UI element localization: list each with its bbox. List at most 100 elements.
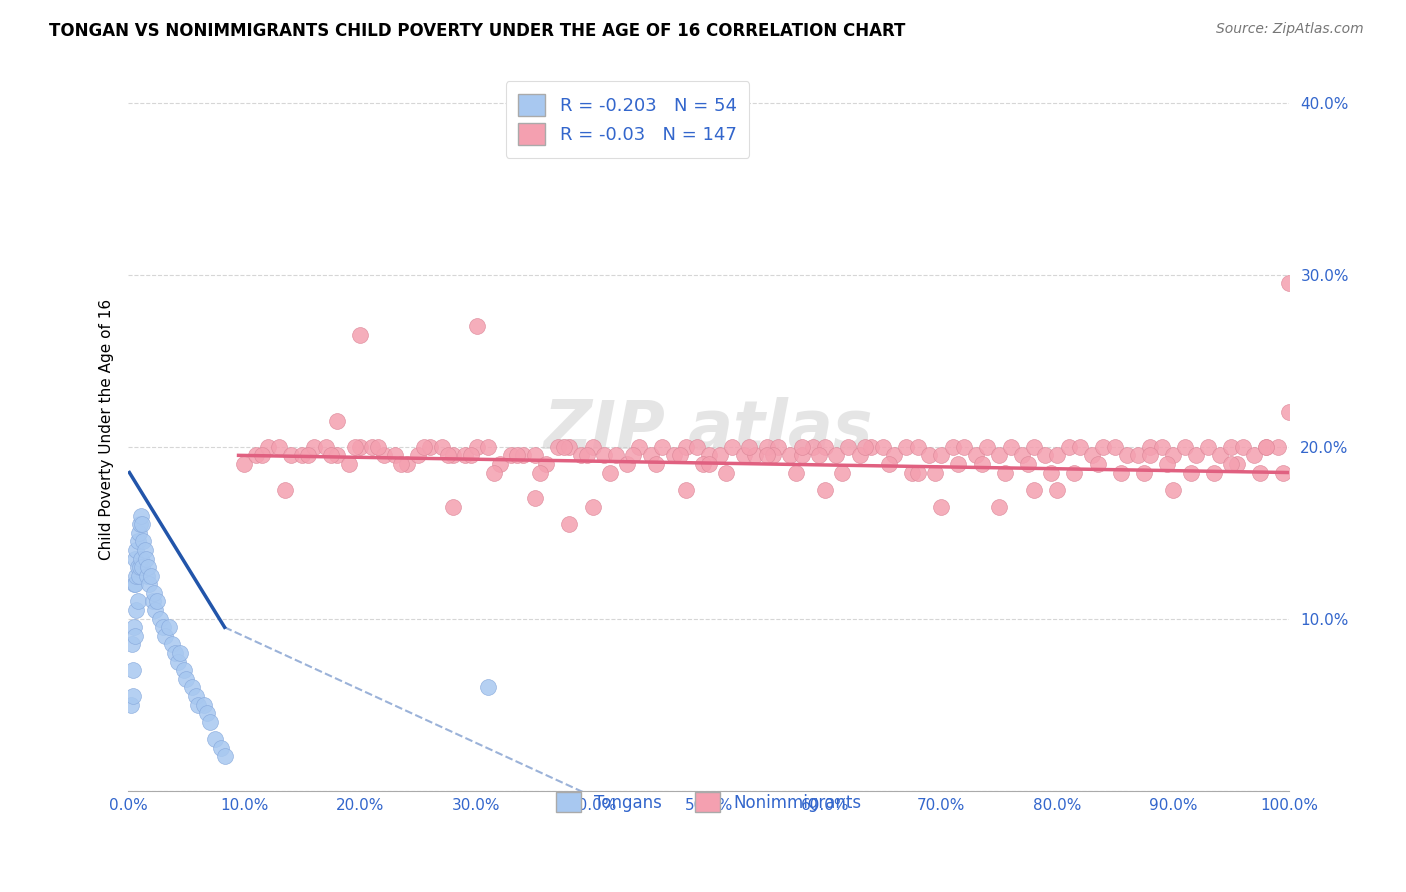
Point xyxy=(1254,440,1277,454)
Point xyxy=(697,448,720,462)
Point xyxy=(988,448,1011,462)
Point xyxy=(965,448,987,462)
Point xyxy=(1069,440,1091,454)
Point xyxy=(155,629,177,643)
Point xyxy=(326,414,349,428)
Point xyxy=(136,560,159,574)
Point xyxy=(941,440,963,454)
Point xyxy=(143,603,166,617)
Point xyxy=(1087,457,1109,471)
Point xyxy=(761,448,783,462)
Point xyxy=(315,440,337,454)
Point xyxy=(733,448,755,462)
Point xyxy=(553,440,575,454)
Point xyxy=(157,620,180,634)
Point xyxy=(326,448,349,462)
Point xyxy=(122,620,145,634)
Point xyxy=(122,689,145,703)
Point xyxy=(558,440,581,454)
Point xyxy=(709,448,731,462)
Point xyxy=(127,594,149,608)
Point xyxy=(302,440,325,454)
Point xyxy=(605,448,627,462)
Point xyxy=(582,440,605,454)
Point xyxy=(506,448,529,462)
Point xyxy=(131,560,153,574)
Point xyxy=(1133,466,1156,480)
Point xyxy=(785,466,807,480)
Point xyxy=(124,629,146,643)
Point xyxy=(860,440,883,454)
Point xyxy=(367,440,389,454)
Point xyxy=(675,483,697,497)
Point xyxy=(744,448,766,462)
Point xyxy=(127,560,149,574)
Point xyxy=(245,448,267,462)
Point xyxy=(907,466,929,480)
Point xyxy=(547,440,569,454)
Point xyxy=(1081,448,1104,462)
Point xyxy=(441,448,464,462)
Point xyxy=(755,448,778,462)
Point xyxy=(131,517,153,532)
Point xyxy=(855,440,877,454)
Point xyxy=(640,448,662,462)
Point xyxy=(1267,440,1289,454)
Point xyxy=(195,706,218,721)
Point xyxy=(488,457,510,471)
Point xyxy=(181,681,204,695)
Point xyxy=(582,500,605,514)
Point xyxy=(662,448,685,462)
Point xyxy=(790,448,813,462)
Point xyxy=(132,534,155,549)
Point xyxy=(558,517,581,532)
Point xyxy=(1249,466,1271,480)
Point xyxy=(808,448,831,462)
Point xyxy=(1011,448,1033,462)
Point xyxy=(129,508,152,523)
Point xyxy=(651,440,673,454)
Point xyxy=(686,440,709,454)
Point xyxy=(152,620,174,634)
Point xyxy=(389,457,412,471)
Point xyxy=(1174,440,1197,454)
Point xyxy=(738,440,761,454)
Point xyxy=(373,448,395,462)
Point xyxy=(1139,440,1161,454)
Point xyxy=(668,448,690,462)
Point xyxy=(125,568,148,582)
Point xyxy=(755,440,778,454)
Point xyxy=(901,466,924,480)
Point xyxy=(337,457,360,471)
Point xyxy=(801,440,824,454)
Point xyxy=(343,440,366,454)
Text: TONGAN VS NONIMMIGRANTS CHILD POVERTY UNDER THE AGE OF 16 CORRELATION CHART: TONGAN VS NONIMMIGRANTS CHILD POVERTY UN… xyxy=(49,22,905,40)
Point xyxy=(204,732,226,747)
Point xyxy=(837,440,859,454)
Point xyxy=(1243,448,1265,462)
Point xyxy=(349,328,371,343)
Point xyxy=(121,637,143,651)
Point xyxy=(953,440,976,454)
Point xyxy=(1197,440,1219,454)
Point xyxy=(477,681,499,695)
Point xyxy=(122,577,145,591)
Point xyxy=(142,594,165,608)
Point xyxy=(1109,466,1132,480)
Point xyxy=(198,714,221,729)
Point xyxy=(127,534,149,549)
Point xyxy=(135,551,157,566)
Point xyxy=(523,448,546,462)
Point xyxy=(465,319,488,334)
Point xyxy=(675,440,697,454)
Point xyxy=(141,568,163,582)
Point xyxy=(593,448,616,462)
Point xyxy=(825,448,848,462)
Point xyxy=(994,466,1017,480)
Point xyxy=(129,551,152,566)
Point xyxy=(924,466,946,480)
Point xyxy=(929,448,952,462)
Point xyxy=(1035,448,1057,462)
Point xyxy=(274,483,297,497)
Point xyxy=(125,603,148,617)
